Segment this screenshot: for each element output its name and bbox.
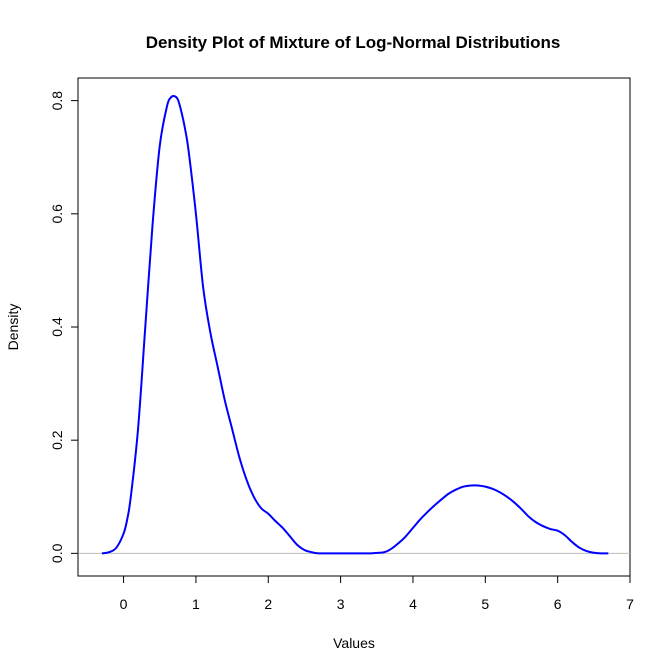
y-tick-label: 0.0 [49,543,65,563]
y-tick-label: 0.8 [49,91,65,111]
y-axis: 0.0 0.2 0.4 0.6 0.8 [49,91,79,563]
x-axis: 0 1 2 3 4 5 6 7 [120,575,634,612]
y-tick-label: 0.6 [49,204,65,224]
x-tick-label: 4 [409,596,417,612]
x-tick-label: 5 [481,596,489,612]
x-tick-label: 2 [264,596,272,612]
y-tick-label: 0.2 [49,430,65,450]
x-tick-label: 7 [626,596,634,612]
x-tick-label: 1 [192,596,200,612]
plot-frame [77,77,631,577]
y-tick-label: 0.4 [49,317,65,337]
x-tick-label: 3 [337,596,345,612]
x-tick-label: 6 [554,596,562,612]
x-axis-title: Values [333,635,375,651]
x-tick-label: 0 [120,596,128,612]
density-curve [101,95,609,555]
y-axis-title: Density [5,304,21,351]
chart-title: Density Plot of Mixture of Log-Normal Di… [146,33,561,52]
